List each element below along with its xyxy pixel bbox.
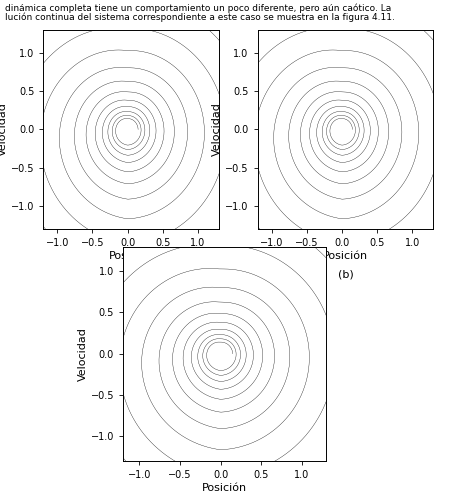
Text: (b): (b) (337, 269, 353, 279)
Y-axis label: Velocidad: Velocidad (78, 327, 88, 381)
Text: (a): (a) (123, 269, 139, 279)
Y-axis label: Velocidad: Velocidad (212, 103, 222, 156)
X-axis label: Posición: Posición (108, 251, 153, 261)
Text: lución continua del sistema correspondiente a este caso se muestra en la figura : lución continua del sistema correspondie… (5, 12, 394, 22)
X-axis label: Posición: Posición (322, 251, 367, 261)
X-axis label: Posición: Posición (202, 483, 247, 493)
Y-axis label: Velocidad: Velocidad (0, 103, 8, 156)
Text: dinámica completa tiene un comportamiento un poco diferente, pero aún caótico. L: dinámica completa tiene un comportamient… (5, 3, 390, 13)
